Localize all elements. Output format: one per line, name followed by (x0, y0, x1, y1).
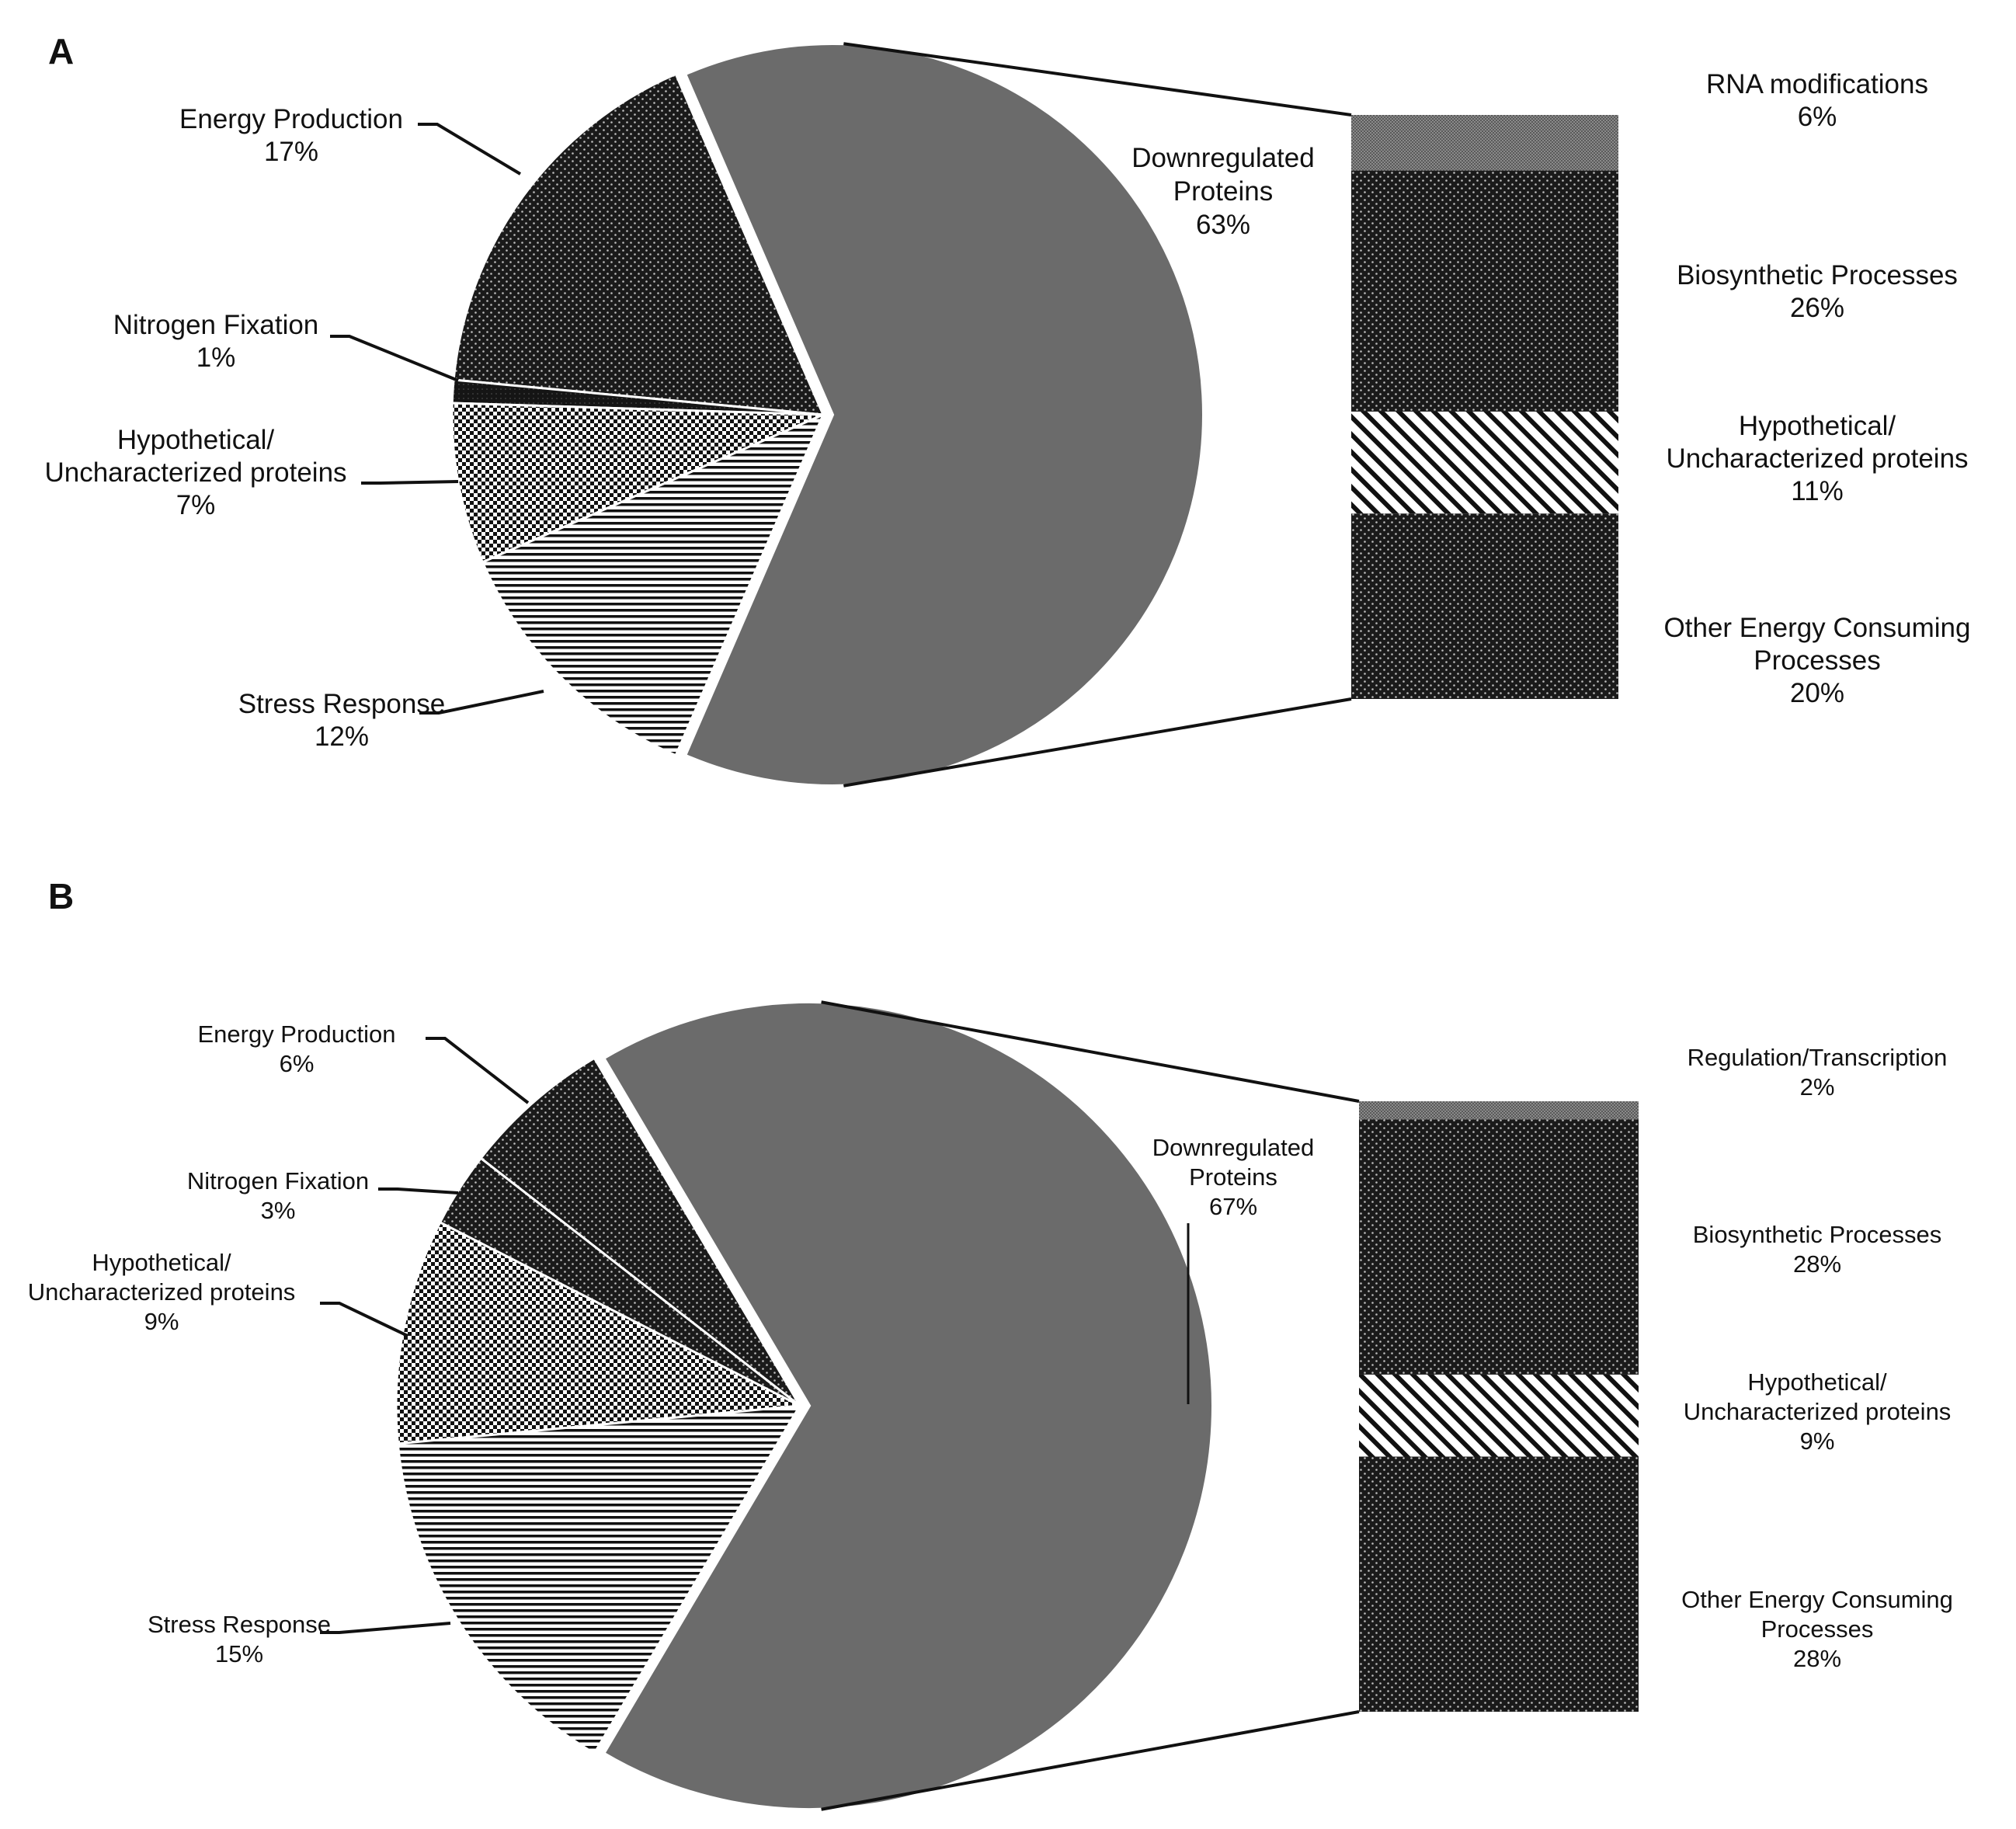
pie-slice-stress-response (396, 1404, 802, 1755)
slice-label-hypothetical-uncharacterized-proteins: Hypothetical/ (92, 1249, 231, 1276)
pie-a-bar-connectors (843, 42, 1352, 788)
slice-value-stress-response: 15% (215, 1640, 263, 1667)
panel-letter-b: B (48, 876, 74, 916)
pie-slice-energy-production (479, 1056, 801, 1407)
bar-label-biosynthetic-processes: Biosynthetic Processes (1693, 1221, 1941, 1248)
slice-label-downregulated-proteins: Proteins (1173, 176, 1273, 207)
pie-slice-stress-response (481, 412, 826, 757)
bar-label-other-energy-consuming-processes: Processes (1754, 645, 1880, 676)
bar-label-regulation-transcription: Regulation/Transcription (1688, 1044, 1948, 1071)
bar-value-hypothetical-uncharacterized-proteins: 11% (1791, 476, 1843, 506)
slice-value-hypothetical-uncharacterized-proteins: 7% (176, 490, 216, 520)
slice-value-stress-response: 12% (315, 722, 369, 752)
pie-slice-energy-production (452, 72, 826, 416)
slice-value-energy-production: 6% (280, 1050, 315, 1077)
slice-value-downregulated-proteins: 67% (1209, 1193, 1257, 1220)
pie-slice-downregulated-proteins (601, 1000, 1215, 1811)
bar-segment-hypothetical-uncharacterized-proteins (1351, 411, 1618, 514)
leader-line-stress-response (320, 1622, 451, 1634)
leader-line-nitrogen-fixation (378, 1187, 459, 1194)
slice-label-stress-response: Stress Response (148, 1611, 331, 1638)
bar-label-rna-modifications: RNA modifications (1706, 69, 1928, 99)
leader-line-nitrogen-fixation (330, 335, 459, 382)
pie-b (395, 1000, 1215, 1811)
stacked-bar-b (1359, 1101, 1639, 1712)
slice-value-hypothetical-uncharacterized-proteins: 9% (144, 1308, 179, 1335)
slice-label-downregulated-proteins: Downregulated (1131, 143, 1314, 173)
bar-segment-regulation-transcription (1359, 1101, 1639, 1120)
bar-segment-other-energy-consuming-processes (1351, 513, 1618, 699)
bar-label-hypothetical-uncharacterized-proteins: Uncharacterized proteins (1666, 443, 1968, 474)
pie-a-leader-lines (330, 123, 544, 715)
stacked-bar-a (1351, 115, 1618, 699)
connector-top (821, 1000, 1360, 1103)
pie-slice-hypothetical-uncharacterized-proteins (450, 402, 824, 564)
bar-value-biosynthetic-processes: 26% (1790, 293, 1844, 323)
slice-value-nitrogen-fixation: 3% (261, 1197, 296, 1224)
connector-top (843, 42, 1352, 116)
bar-segment-other-energy-consuming-processes (1359, 1456, 1639, 1712)
bar-segment-hypothetical-uncharacterized-proteins (1359, 1374, 1639, 1457)
slice-value-downregulated-proteins: 63% (1196, 210, 1250, 240)
bar-value-biosynthetic-processes: 28% (1793, 1250, 1841, 1278)
bar-value-other-energy-consuming-processes: 20% (1790, 678, 1844, 708)
pie-b-leader-lines (320, 1037, 1190, 1634)
bar-segment-rna-modifications (1351, 115, 1618, 171)
leader-line-energy-production (426, 1037, 530, 1104)
leader-line-hypothetical-uncharacterized-proteins (320, 1302, 408, 1337)
slice-label-downregulated-proteins: Proteins (1189, 1163, 1277, 1191)
bar-label-other-energy-consuming-processes: Processes (1761, 1615, 1874, 1643)
bar-label-hypothetical-uncharacterized-proteins: Uncharacterized proteins (1684, 1398, 1952, 1425)
slice-label-stress-response: Stress Response (238, 689, 446, 719)
pie-b-bar-connectors (821, 1000, 1360, 1811)
slice-label-downregulated-proteins: Downregulated (1152, 1134, 1315, 1161)
bar-segment-biosynthetic-processes (1359, 1119, 1639, 1375)
panel-letter-a: A (48, 31, 74, 71)
bar-value-regulation-transcription: 2% (1800, 1073, 1835, 1101)
slice-label-energy-production: Energy Production (179, 104, 403, 134)
bar-segment-biosynthetic-processes (1351, 170, 1618, 412)
bar-value-hypothetical-uncharacterized-proteins: 9% (1800, 1427, 1835, 1455)
slice-value-nitrogen-fixation: 1% (196, 343, 236, 373)
slice-label-hypothetical-uncharacterized-proteins: Uncharacterized proteins (44, 457, 346, 488)
connector-bottom (821, 1710, 1360, 1811)
slice-label-energy-production: Energy Production (197, 1021, 395, 1048)
leader-line-stress-response (419, 690, 544, 715)
bar-value-rna-modifications: 6% (1798, 102, 1837, 132)
connector-bottom (843, 697, 1352, 788)
bar-label-hypothetical-uncharacterized-proteins: Hypothetical/ (1739, 411, 1896, 441)
bar-label-other-energy-consuming-processes: Other Energy Consuming (1681, 1586, 1953, 1613)
bar-label-biosynthetic-processes: Biosynthetic Processes (1677, 260, 1958, 290)
bar-value-other-energy-consuming-processes: 28% (1793, 1645, 1841, 1672)
slice-label-nitrogen-fixation: Nitrogen Fixation (187, 1167, 369, 1194)
slice-label-hypothetical-uncharacterized-proteins: Hypothetical/ (117, 425, 275, 455)
pie-slice-hypothetical-uncharacterized-proteins (395, 1220, 805, 1445)
pie-a (450, 42, 1205, 788)
leader-line-hypothetical-uncharacterized-proteins (361, 480, 459, 485)
leader-line-energy-production (418, 123, 522, 176)
bar-label-hypothetical-uncharacterized-proteins: Hypothetical/ (1747, 1368, 1887, 1396)
bar-label-other-energy-consuming-processes: Other Energy Consuming (1664, 613, 1971, 643)
slice-label-hypothetical-uncharacterized-proteins: Uncharacterized proteins (28, 1278, 296, 1306)
slice-label-nitrogen-fixation: Nitrogen Fixation (113, 310, 319, 340)
slice-value-energy-production: 17% (264, 137, 318, 167)
